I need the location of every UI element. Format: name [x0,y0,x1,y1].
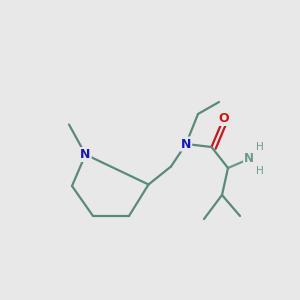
Text: H: H [256,142,263,152]
Text: N: N [244,152,254,166]
Text: N: N [80,148,91,161]
Text: H: H [256,166,263,176]
Text: O: O [218,112,229,125]
Text: N: N [181,137,191,151]
